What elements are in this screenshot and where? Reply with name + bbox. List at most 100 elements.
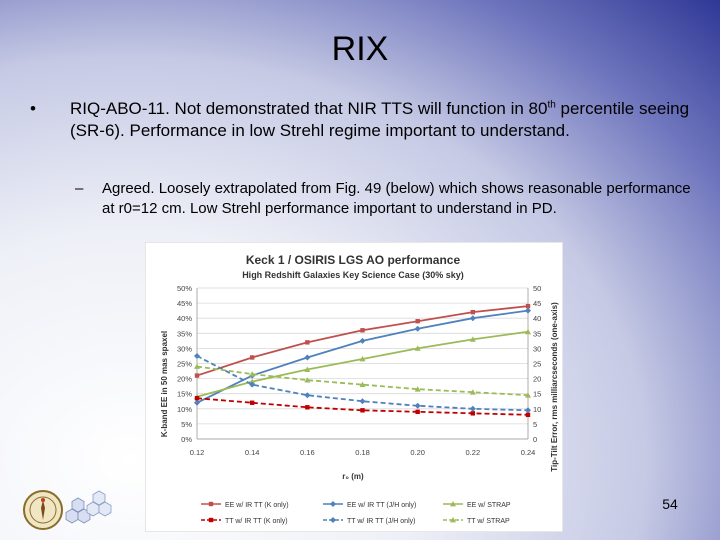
right-y-tick-label: 10 <box>533 405 541 414</box>
left-y-tick-label: 5% <box>181 420 192 429</box>
data-point <box>359 355 366 362</box>
data-point <box>469 336 476 342</box>
left-y-tick-label: 25% <box>177 360 192 369</box>
left-y-tick-label: 35% <box>177 329 192 338</box>
chart-background <box>145 242 563 532</box>
data-point <box>525 307 531 314</box>
right-y-tick-label: 35 <box>533 329 541 338</box>
x-tick-label: 0.18 <box>355 448 370 457</box>
data-point <box>194 399 200 406</box>
right-y-tick-label: 40 <box>533 314 541 323</box>
legend-item: TT w/ IR TT (J/H only) <box>323 517 415 525</box>
legend-marker <box>450 517 456 523</box>
data-point <box>415 319 420 324</box>
data-point <box>305 340 310 345</box>
data-point <box>304 354 311 361</box>
data-point <box>194 373 200 378</box>
left-y-tick-label: 30% <box>177 344 192 353</box>
chart-subtitle: High Redshift Galaxies Key Science Case … <box>242 270 464 280</box>
data-point <box>469 405 476 412</box>
data-point <box>249 400 255 405</box>
right-y-tick-label: 5 <box>533 420 537 429</box>
x-tick-label: 0.16 <box>300 448 315 457</box>
right-y-tick-label: 0 <box>533 435 537 444</box>
right-y-tick-label: 50 <box>533 284 541 293</box>
legend-label: EE w/ IR TT (K only) <box>225 502 289 509</box>
legend-item: TT w/ STRAP <box>443 517 510 525</box>
data-point <box>304 366 311 372</box>
left-y-tick-label: 0% <box>181 435 192 444</box>
legend-item: EE w/ IR TT (J/H only) <box>323 501 416 509</box>
data-point <box>360 408 365 413</box>
left-y-tick-label: 40% <box>177 314 192 323</box>
left-y-tick-label: 10% <box>177 405 192 414</box>
data-point <box>304 377 311 383</box>
bullet-text-start: RIQ-ABO-11. Not demonstrated that NIR TT… <box>70 99 548 118</box>
legend-item: EE w/ IR TT (K only) <box>201 501 289 509</box>
right-y-tick-label: 25 <box>533 360 541 369</box>
series-0 <box>194 303 531 378</box>
page-number: 54 <box>662 496 678 512</box>
series-3 <box>194 396 531 418</box>
right-y-axis-label: Tip-Tilt Error, rms milliarcseconds (one… <box>550 302 559 472</box>
legend-label: TT w/ IR TT (J/H only) <box>347 518 415 525</box>
chart-title: Keck 1 / OSIRIS LGS AO performance <box>246 253 461 267</box>
legend-label: EE w/ IR TT (J/H only) <box>347 502 416 509</box>
x-tick-label: 0.14 <box>245 448 260 457</box>
sub-bullet-marker: – <box>75 180 84 197</box>
data-point <box>360 328 365 333</box>
data-point <box>414 386 421 392</box>
data-point <box>249 378 256 385</box>
data-point <box>359 337 366 344</box>
x-tick-label: 0.22 <box>466 448 481 457</box>
series-4 <box>194 352 531 414</box>
data-point <box>249 381 256 388</box>
sub-bullet: – Agreed. Loosely extrapolated from Fig.… <box>75 179 700 219</box>
data-point <box>194 396 200 401</box>
data-point <box>414 402 421 409</box>
legend-marker <box>330 501 336 507</box>
data-point <box>469 389 476 395</box>
right-y-tick-label: 45 <box>533 299 541 308</box>
legend-label: TT w/ STRAP <box>467 518 510 525</box>
x-tick-label: 0.12 <box>190 448 205 457</box>
performance-chart: Keck 1 / OSIRIS LGS AO performance High … <box>145 242 563 532</box>
bullet-text: RIQ-ABO-11. Not demonstrated that NIR TT… <box>70 98 700 142</box>
left-y-axis-label: K-band EE in 50 mas spaxel <box>160 331 169 437</box>
right-y-tick-label: 20 <box>533 375 541 384</box>
data-point <box>470 411 476 416</box>
university-seal-icon <box>23 490 63 530</box>
legend-marker <box>208 501 214 507</box>
data-point <box>470 309 476 315</box>
legend-item: TT w/ IR TT (K only) <box>201 517 288 525</box>
data-point <box>304 392 311 399</box>
data-point <box>194 363 200 369</box>
legend-marker <box>208 517 214 523</box>
data-point <box>359 381 366 388</box>
data-point <box>525 412 531 418</box>
data-point <box>525 303 531 309</box>
data-point <box>249 371 256 377</box>
legend-marker <box>330 517 336 523</box>
data-point <box>525 392 531 398</box>
bullet-superscript: th <box>547 99 556 111</box>
data-point <box>359 398 366 405</box>
series-5 <box>194 363 531 398</box>
data-point <box>249 355 255 360</box>
left-y-tick-label: 20% <box>177 375 192 384</box>
slide-title: RIX <box>331 30 389 68</box>
legend-item: EE w/ STRAP <box>443 501 511 509</box>
left-y-tick-label: 50% <box>177 284 192 293</box>
data-point <box>469 315 476 322</box>
left-y-tick-label: 45% <box>177 299 192 308</box>
x-axis-label: r₀ (m) <box>342 472 364 481</box>
right-y-tick-label: 15 <box>533 390 541 399</box>
bullet-marker: • <box>30 99 36 118</box>
right-y-tick-label: 30 <box>533 344 541 353</box>
legend-label: EE w/ STRAP <box>467 502 511 509</box>
data-point <box>415 409 420 415</box>
sub-bullet-text: Agreed. Loosely extrapolated from Fig. 4… <box>102 180 691 217</box>
legend-label: TT w/ IR TT (K only) <box>225 518 288 525</box>
data-point <box>194 352 200 359</box>
